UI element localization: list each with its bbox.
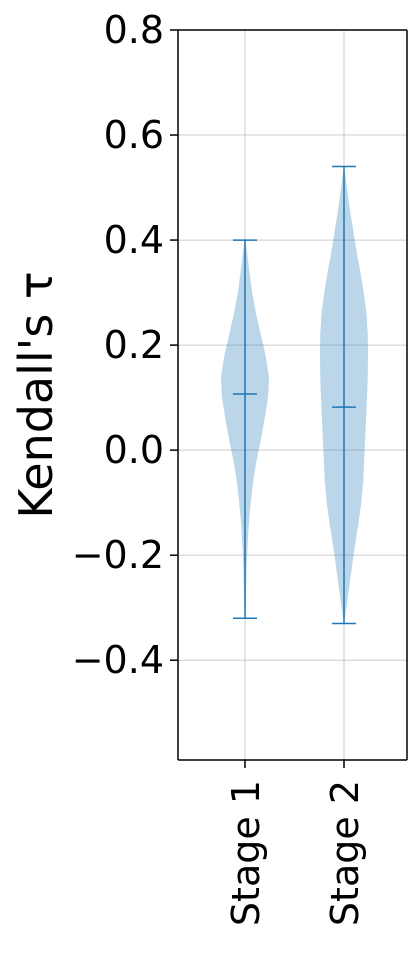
y-ticks: 0.8 0.6 0.4 0.2 0.0 −0.2 −0.4 <box>72 8 178 682</box>
violins <box>221 165 368 625</box>
x-tick-label: Stage 1 <box>224 780 268 926</box>
y-tick-label: 0.0 <box>104 428 164 472</box>
y-tick-label: −0.2 <box>72 533 164 577</box>
y-tick-label: 0.6 <box>104 113 164 157</box>
x-tick-label: Stage 2 <box>323 780 367 926</box>
y-axis-label: Kendall's τ <box>9 271 63 518</box>
y-tick-label: 0.4 <box>104 218 164 262</box>
axes <box>177 29 408 761</box>
y-tick-label: 0.2 <box>104 323 164 367</box>
x-ticks: Stage 1 Stage 2 <box>224 760 367 926</box>
y-tick-label: −0.4 <box>72 638 164 682</box>
grid-lines <box>178 29 407 760</box>
y-tick-label: 0.8 <box>104 8 164 52</box>
